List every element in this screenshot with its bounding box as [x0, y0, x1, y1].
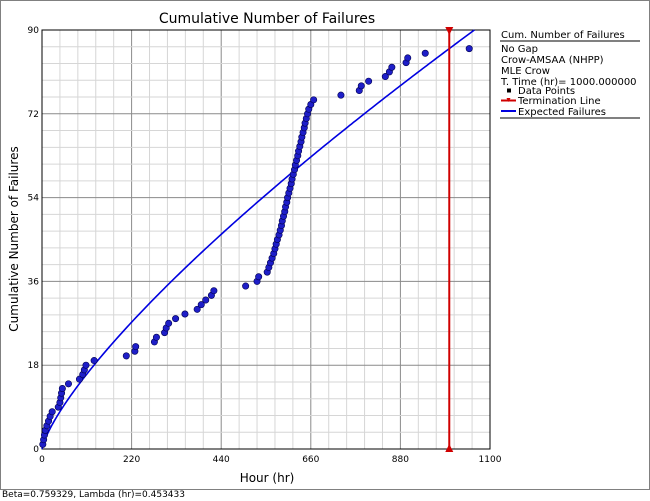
legend-header: Cum. Number of Failures — [501, 30, 625, 41]
x-axis: 0 220 440 660 880 1100 — [39, 455, 502, 465]
y-axis-label: Cumulative Number of Failures — [7, 146, 21, 331]
plot-area — [41, 29, 491, 450]
failures-chart: Cumulative Number of Failures 0 220 440 660… — [7, 11, 640, 485]
data-point — [193, 305, 201, 313]
data-point — [465, 45, 473, 53]
data-point — [310, 96, 318, 104]
data-point — [421, 49, 429, 57]
y-tick-label: 54 — [28, 194, 40, 204]
termination-marker-bottom — [445, 444, 454, 452]
expected-failures-line — [41, 29, 475, 450]
data-point — [132, 343, 140, 351]
x-tick-label: 880 — [392, 455, 409, 465]
data-point — [181, 310, 189, 318]
y-tick-label: 0 — [33, 445, 39, 455]
data-point — [381, 73, 389, 81]
y-axis: 0 18 36 54 72 90 — [28, 26, 40, 455]
plot-grid — [42, 30, 490, 449]
data-point — [255, 273, 263, 281]
data-point — [122, 352, 130, 360]
legend-info-method: MLE Crow — [501, 66, 550, 77]
series-layer — [39, 27, 475, 452]
x-tick-label: 440 — [213, 455, 230, 465]
legend-marker-termination-triangle — [506, 98, 511, 102]
legend-info-gap: No Gap — [501, 44, 538, 55]
status-bar-text: Beta=0.759329, Lambda (hr)=0.453433 — [2, 490, 185, 500]
chart-title: Cumulative Number of Failures — [159, 11, 375, 27]
data-point — [197, 301, 205, 309]
legend-label-expected-failures: Expected Failures — [518, 107, 606, 118]
legend-info-time: T. Time (hr)= 1000.000000 — [500, 77, 637, 88]
chart-frame: Cumulative Number of Failures 0 220 440 660… — [0, 0, 650, 490]
data-point — [242, 282, 250, 290]
y-tick-label: 72 — [28, 110, 39, 120]
data-point — [357, 82, 365, 90]
x-tick-label: 220 — [123, 455, 140, 465]
data-point — [202, 296, 210, 304]
data-point — [90, 357, 98, 365]
data-point — [388, 63, 396, 71]
legend-info-model: Crow-AMSAA (NHPP) — [501, 55, 604, 66]
termination-marker-top — [445, 27, 454, 35]
data-point — [58, 384, 66, 392]
x-tick-label: 1100 — [479, 455, 502, 465]
y-tick-label: 90 — [28, 26, 40, 36]
data-point — [210, 287, 218, 295]
data-point — [165, 319, 173, 327]
y-tick-label: 18 — [28, 361, 40, 371]
y-tick-label: 36 — [28, 277, 40, 287]
legend: Cum. Number of Failures No Gap Crow-AMSA… — [500, 30, 640, 119]
x-tick-label: 0 — [39, 455, 45, 465]
legend-marker-data-points — [507, 88, 511, 93]
data-point — [152, 333, 160, 341]
x-tick-label: 660 — [302, 455, 319, 465]
data-point — [64, 380, 72, 388]
data-point — [48, 408, 56, 416]
x-axis-label: Hour (hr) — [240, 471, 295, 485]
data-point — [365, 77, 373, 85]
legend-label-data-points: Data Points — [518, 86, 575, 97]
data-point — [172, 315, 180, 323]
data-point — [404, 54, 412, 62]
data-point — [82, 361, 90, 369]
data-point — [337, 91, 345, 99]
legend-label-termination-line: Termination Line — [517, 96, 601, 107]
